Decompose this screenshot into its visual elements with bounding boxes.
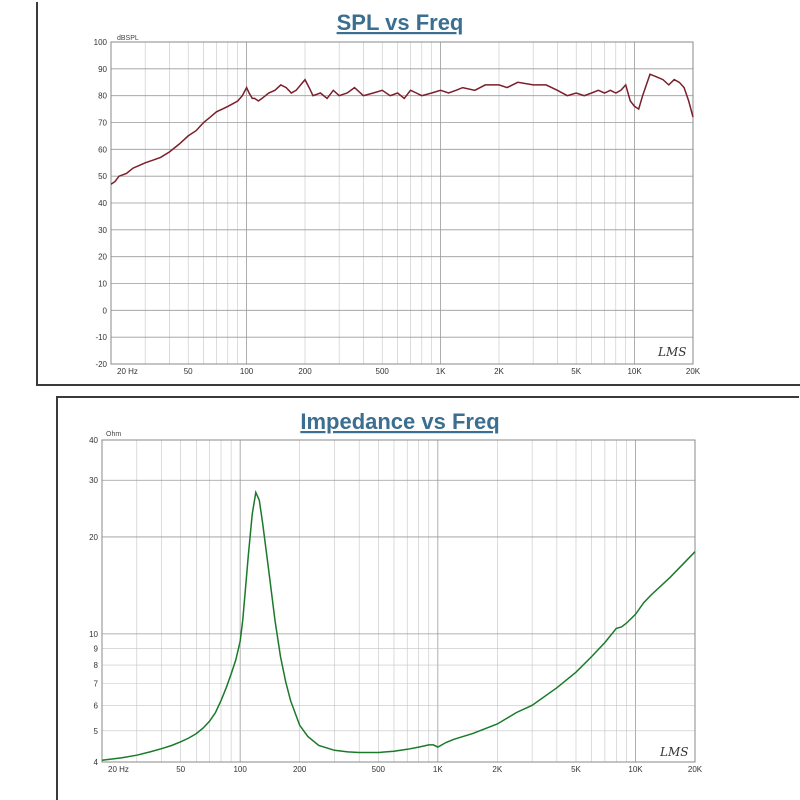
imp-x-tick-label: 1K: [433, 765, 443, 774]
spl-x-tick-label: 10K: [627, 367, 642, 376]
spl-y-tick-label: 100: [94, 38, 108, 47]
impedance-chart: Impedance vs Freq Ohm 20 Hz 50 100 200 500 1K…: [89, 409, 703, 774]
imp-y-tick-label: 10: [89, 630, 98, 639]
imp-y-tick-label: 20: [89, 533, 98, 542]
imp-x-tick-label: 20 Hz: [108, 765, 129, 774]
impedance-chart-panel: Impedance vs Freq Ohm 20 Hz 50 100 200 500 1K…: [56, 396, 799, 800]
imp-x-tick-label: 10K: [628, 765, 643, 774]
spl-x-tick-label: 50: [184, 367, 193, 376]
impedance-plot-frame: [101, 439, 696, 763]
imp-y-tick-label: 8: [94, 661, 99, 670]
spl-y-tick-label: 80: [98, 92, 107, 101]
spl-chart-panel: SPL vs Freq dBSPL 20 Hz 50 100 200 500 1K 2K 5K…: [36, 2, 800, 386]
imp-x-tick-label: 5K: [571, 765, 581, 774]
spl-chart: SPL vs Freq dBSPL 20 Hz 50 100 200 500 1K 2K 5K…: [94, 10, 701, 376]
spl-y-tick-label: 20: [98, 253, 107, 262]
spl-x-tick-label: 2K: [494, 367, 504, 376]
spl-y-tick-label: 90: [98, 65, 107, 74]
spl-chart-title: SPL vs Freq: [337, 10, 464, 35]
imp-y-tick-label: 5: [94, 727, 99, 736]
spl-y-tick-label: -10: [95, 333, 107, 342]
impedance-chart-title: Impedance vs Freq: [300, 409, 499, 434]
spl-y-tick-label: 0: [103, 306, 108, 315]
imp-y-tick-label: 7: [94, 680, 99, 689]
spl-y-tick-label: -20: [95, 360, 107, 369]
imp-y-tick-label: 6: [94, 701, 99, 710]
spl-y-axis-label: dBSPL: [117, 35, 139, 42]
imp-y-tick-label: 30: [89, 476, 98, 485]
spl-y-tick-label: 40: [98, 199, 107, 208]
spl-y-tick-label: 30: [98, 226, 107, 235]
imp-y-tick-label: 4: [94, 758, 99, 767]
spl-y-tick-label: 10: [98, 280, 107, 289]
spl-x-tick-labels: 20 Hz 50 100 200 500 1K 2K 5K 10K 20K: [117, 367, 701, 376]
imp-y-tick-label: 9: [94, 645, 99, 654]
spl-x-tick-label: 100: [240, 367, 254, 376]
spl-plot-frame: [110, 41, 694, 365]
spl-x-tick-label: 20 Hz: [117, 367, 138, 376]
imp-y-tick-label: 40: [89, 436, 98, 445]
imp-x-tick-label: 2K: [492, 765, 502, 774]
spl-grid: [110, 41, 694, 365]
impedance-lms-watermark: LMS: [659, 745, 688, 759]
spl-y-tick-label: 60: [98, 145, 107, 154]
spl-x-tick-label: 1K: [436, 367, 446, 376]
impedance-y-axis-label: Ohm: [106, 431, 121, 438]
impedance-series-line: [101, 489, 696, 762]
imp-x-tick-label: 200: [293, 765, 307, 774]
impedance-x-tick-labels: 20 Hz 50 100 200 500 1K 2K 5K 10K 20K: [108, 765, 703, 774]
spl-x-tick-label: 5K: [571, 367, 581, 376]
imp-x-tick-label: 100: [233, 765, 247, 774]
imp-x-tick-label: 50: [176, 765, 185, 774]
spl-y-tick-label: 50: [98, 172, 107, 181]
spl-lms-watermark: LMS: [657, 345, 686, 359]
impedance-y-tick-labels: 40 30 20 10 9 8 7 6 5 4: [89, 436, 98, 767]
spl-y-tick-label: 70: [98, 119, 107, 128]
spl-x-tick-label: 20K: [686, 367, 701, 376]
imp-x-tick-label: 500: [372, 765, 386, 774]
spl-x-tick-label: 500: [376, 367, 390, 376]
imp-x-tick-label: 20K: [688, 765, 703, 774]
spl-series-line: [110, 73, 694, 185]
spl-x-tick-label: 200: [298, 367, 312, 376]
impedance-grid: [101, 439, 696, 763]
